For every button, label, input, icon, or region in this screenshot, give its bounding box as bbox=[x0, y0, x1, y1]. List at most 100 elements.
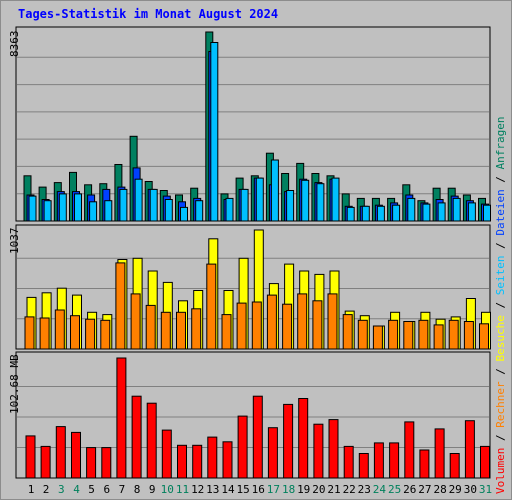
bar-seiten-day-22 bbox=[346, 206, 355, 222]
bar-rechner-day-10 bbox=[160, 311, 171, 350]
bar-volumen-day-6 bbox=[101, 447, 112, 479]
bar-rechner-day-8 bbox=[130, 293, 141, 350]
bar-rechner-day-24 bbox=[372, 325, 383, 350]
bar-seiten-day-15 bbox=[240, 188, 249, 222]
bar-seiten-day-19 bbox=[301, 179, 310, 222]
x-tick-label-23: 23 bbox=[358, 483, 371, 496]
bar-rechner-day-20 bbox=[312, 300, 323, 350]
x-tick-label-10: 10 bbox=[161, 483, 174, 496]
bar-rechner-day-11 bbox=[176, 311, 186, 350]
bar-rechner-day-19 bbox=[297, 293, 308, 350]
bar-seiten-day-16 bbox=[255, 177, 264, 222]
legend-sep-3: / bbox=[494, 295, 507, 315]
bar-volumen-day-30 bbox=[464, 420, 475, 479]
page-title: Tages-Statistik im Monat August 2024 bbox=[18, 7, 279, 21]
bar-volumen-day-18 bbox=[283, 403, 294, 479]
bar-rechner-day-1 bbox=[24, 316, 35, 350]
x-tick-label-26: 26 bbox=[403, 483, 416, 496]
bar-seiten-day-28 bbox=[437, 202, 446, 222]
x-tick-label-1: 1 bbox=[28, 483, 35, 496]
visits-ymax-label: 1037 bbox=[8, 228, 21, 255]
bar-rechner-day-23 bbox=[357, 319, 368, 350]
x-tick-label-8: 8 bbox=[134, 483, 141, 496]
bar-rechner-day-27 bbox=[418, 319, 429, 350]
bar-volumen-day-21 bbox=[328, 419, 339, 479]
bar-rechner-day-4 bbox=[70, 315, 80, 350]
bar-seiten-day-4 bbox=[74, 193, 82, 222]
x-tick-label-9: 9 bbox=[149, 483, 156, 496]
bar-volumen-day-27 bbox=[419, 449, 430, 479]
x-tick-label-31: 31 bbox=[479, 483, 492, 496]
x-tick-label-16: 16 bbox=[252, 483, 265, 496]
bar-rechner-day-7 bbox=[115, 262, 126, 350]
bar-seiten-day-17 bbox=[270, 159, 279, 222]
legend-besuche: Besuche bbox=[494, 315, 507, 361]
bar-rechner-day-17 bbox=[266, 294, 277, 350]
bar-rechner-day-13 bbox=[206, 263, 217, 350]
bar-seiten-day-12 bbox=[195, 200, 204, 222]
x-tick-label-21: 21 bbox=[327, 483, 340, 496]
bar-volumen-day-5 bbox=[86, 447, 97, 479]
bar-seiten-day-7 bbox=[119, 188, 128, 222]
bar-volumen-day-12 bbox=[192, 444, 203, 479]
bar-seiten-day-11 bbox=[180, 206, 188, 222]
x-tick-label-27: 27 bbox=[418, 483, 431, 496]
bar-volumen-day-16 bbox=[252, 395, 263, 479]
volume-ymax-label: 102.68 MB bbox=[8, 354, 21, 414]
bar-volumen-day-3 bbox=[55, 426, 66, 479]
bar-volumen-day-2 bbox=[40, 445, 51, 479]
bar-volumen-day-25 bbox=[389, 442, 400, 479]
x-tick-label-7: 7 bbox=[119, 483, 126, 496]
x-tick-label-24: 24 bbox=[373, 483, 387, 496]
x-tick-label-11: 11 bbox=[176, 483, 189, 496]
bar-seiten-day-25 bbox=[392, 204, 401, 222]
bar-volumen-day-11 bbox=[177, 444, 187, 479]
bar-volumen-day-22 bbox=[343, 445, 354, 479]
bar-seiten-day-26 bbox=[407, 197, 416, 222]
bar-seiten-day-9 bbox=[149, 188, 158, 222]
bars-layer bbox=[23, 31, 491, 479]
bar-seiten-day-30 bbox=[467, 202, 476, 222]
bar-rechner-day-12 bbox=[191, 308, 202, 350]
bar-rechner-day-26 bbox=[403, 321, 414, 350]
x-tick-label-22: 22 bbox=[343, 483, 356, 496]
x-tick-label-14: 14 bbox=[221, 483, 235, 496]
legend-rechner: Rechner bbox=[494, 381, 507, 428]
x-tick-label-18: 18 bbox=[282, 483, 295, 496]
bar-volumen-day-28 bbox=[434, 428, 445, 479]
x-axis-labels: 1 2 3 4 5 6 7 8 9 10 11 12 13 14 15 16 17 18 19 20 21 22 23 24 2… bbox=[28, 483, 492, 496]
legend-dateien: Dateien bbox=[494, 189, 507, 235]
bar-rechner-day-5 bbox=[85, 318, 96, 350]
bar-rechner-day-16 bbox=[251, 301, 262, 350]
bar-volumen-day-9 bbox=[146, 402, 157, 479]
bar-rechner-day-28 bbox=[433, 324, 444, 350]
x-tick-label-3: 3 bbox=[58, 483, 65, 496]
bar-rechner-day-15 bbox=[236, 302, 247, 350]
bar-rechner-day-31 bbox=[479, 323, 489, 350]
x-tick-label-29: 29 bbox=[449, 483, 462, 496]
bar-seiten-day-5 bbox=[89, 201, 98, 222]
x-tick-label-17: 17 bbox=[267, 483, 280, 496]
bar-volumen-day-10 bbox=[161, 429, 172, 479]
bar-volumen-day-29 bbox=[449, 453, 460, 479]
x-tick-label-19: 19 bbox=[297, 483, 310, 496]
bar-volumen-day-23 bbox=[358, 453, 369, 479]
series-legend: Volumen / Rechner / Besuche / Seiten / D… bbox=[494, 116, 507, 494]
x-tick-label-5: 5 bbox=[88, 483, 95, 496]
x-tick-label-13: 13 bbox=[206, 483, 219, 496]
bar-volumen-day-8 bbox=[131, 395, 142, 479]
bar-seiten-day-10 bbox=[164, 199, 173, 222]
legend-sep-4: / bbox=[494, 236, 507, 256]
x-tick-label-4: 4 bbox=[73, 483, 80, 496]
x-tick-label-28: 28 bbox=[433, 483, 446, 496]
bar-volumen-day-4 bbox=[71, 431, 81, 479]
bar-rechner-day-9 bbox=[145, 304, 156, 350]
bar-seiten-day-6 bbox=[104, 200, 113, 222]
bar-volumen-day-7 bbox=[116, 357, 127, 479]
x-tick-label-15: 15 bbox=[236, 483, 249, 496]
bar-rechner-day-18 bbox=[282, 303, 293, 350]
bar-seiten-day-3 bbox=[58, 193, 67, 222]
bar-seiten-day-27 bbox=[422, 203, 431, 222]
bar-seiten-day-13 bbox=[210, 42, 219, 222]
